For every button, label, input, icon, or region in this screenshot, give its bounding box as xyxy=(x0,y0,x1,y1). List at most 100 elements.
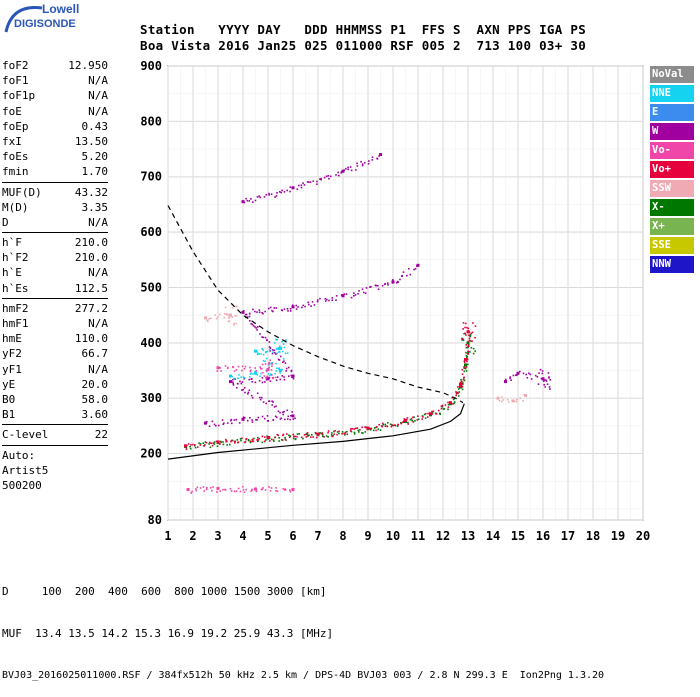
echo-dot xyxy=(313,304,316,306)
echo-dot xyxy=(242,388,245,391)
echo-dot xyxy=(440,405,443,407)
echo-dot xyxy=(453,401,456,403)
echo-dot xyxy=(267,373,270,375)
echo-dot xyxy=(468,351,471,353)
echo-dot xyxy=(282,434,284,437)
echo-dot xyxy=(283,360,285,362)
x-tick-label: 17 xyxy=(561,529,575,543)
echo-dot xyxy=(384,282,386,285)
echo-dot xyxy=(245,488,247,491)
legend-item-vo: Vo- xyxy=(650,142,694,159)
echo-dot xyxy=(205,421,208,423)
echo-dot xyxy=(331,435,333,438)
echo-dot xyxy=(232,384,235,386)
x-tick-label: 16 xyxy=(536,529,550,543)
echo-dot xyxy=(311,301,314,303)
echo-dot xyxy=(439,412,441,415)
echo-dot xyxy=(256,439,258,441)
echo-dot xyxy=(358,290,360,292)
data-point xyxy=(504,380,507,384)
echo-dot xyxy=(229,313,231,316)
param-row: foF2 12.950 xyxy=(2,58,108,73)
data-point xyxy=(241,200,245,204)
param-row: foEs 5.20 xyxy=(2,149,108,164)
echo-dot xyxy=(261,441,264,444)
echo-dot xyxy=(283,308,286,310)
echo-dot xyxy=(462,383,464,386)
echo-dot xyxy=(250,394,253,397)
echo-dot xyxy=(244,313,247,316)
echo-dot xyxy=(406,417,409,419)
echo-dot xyxy=(360,160,362,163)
echo-dot xyxy=(264,336,267,339)
echo-dot xyxy=(432,410,435,413)
echo-dot xyxy=(384,423,387,426)
echo-dot xyxy=(262,336,265,339)
echo-dot xyxy=(256,353,259,356)
param-label: D xyxy=(2,215,9,229)
echo-dot xyxy=(220,441,223,443)
series-vo xyxy=(186,359,295,494)
echo-dot xyxy=(205,441,208,444)
logo-line1: Lowell xyxy=(42,2,80,16)
data-point xyxy=(464,357,467,361)
echo-dot xyxy=(310,305,312,307)
param-row: foEp 0.43 xyxy=(2,119,108,134)
echo-dot xyxy=(441,404,444,407)
echo-dot xyxy=(286,409,289,412)
echo-dot xyxy=(216,370,219,372)
echo-dot xyxy=(353,292,355,294)
echo-dot xyxy=(258,195,260,197)
echo-dot xyxy=(468,339,471,342)
echo-dot xyxy=(467,329,470,332)
echo-dot xyxy=(215,424,217,427)
echo-dot xyxy=(350,430,353,433)
data-point xyxy=(511,399,515,403)
echo-dot xyxy=(222,423,225,426)
echo-dot xyxy=(215,440,218,443)
echo-dot xyxy=(291,411,293,413)
echo-dot xyxy=(242,376,245,378)
echo-dot xyxy=(472,322,474,324)
echo-dot xyxy=(243,201,246,204)
param-row: hmF1 N/A xyxy=(2,316,108,331)
legend-item-vo: Vo+ xyxy=(650,161,694,178)
echo-dot xyxy=(377,428,380,431)
param-separator xyxy=(2,424,108,426)
echo-dot xyxy=(322,435,324,438)
echo-dot xyxy=(505,378,507,381)
echo-dot xyxy=(543,383,546,386)
echo-dot xyxy=(264,310,267,313)
echo-dot xyxy=(472,347,475,350)
echo-dot xyxy=(241,381,244,383)
logo-swoosh-icon xyxy=(4,6,43,33)
echo-dot xyxy=(467,353,470,355)
echo-dot xyxy=(466,346,469,349)
echo-dot xyxy=(260,367,262,370)
echo-dot xyxy=(231,316,234,319)
echo-dot xyxy=(513,400,516,402)
echo-dot xyxy=(461,338,464,341)
echo-dot xyxy=(266,415,269,417)
echo-dot xyxy=(269,374,271,377)
data-point xyxy=(341,169,345,173)
echo-dot xyxy=(268,363,270,366)
echo-dot xyxy=(350,169,353,172)
legend-item-nne: NNE xyxy=(650,85,694,102)
echo-dot xyxy=(282,358,285,360)
echo-dot xyxy=(226,440,228,443)
echo-dot xyxy=(256,392,259,395)
echo-dot xyxy=(462,378,465,381)
echo-dot xyxy=(307,301,309,304)
echo-dot xyxy=(278,367,281,370)
echo-dot xyxy=(232,382,235,385)
x-tick-label: 12 xyxy=(436,529,450,543)
echo-dot xyxy=(261,363,264,366)
x-tick-label: 3 xyxy=(214,529,221,543)
echo-dot xyxy=(286,352,289,354)
echo-dot xyxy=(221,419,224,421)
echo-dot xyxy=(239,380,241,383)
param-row: foE N/A xyxy=(2,104,108,119)
echo-dot xyxy=(305,432,308,435)
param-label: C-level xyxy=(2,428,49,442)
